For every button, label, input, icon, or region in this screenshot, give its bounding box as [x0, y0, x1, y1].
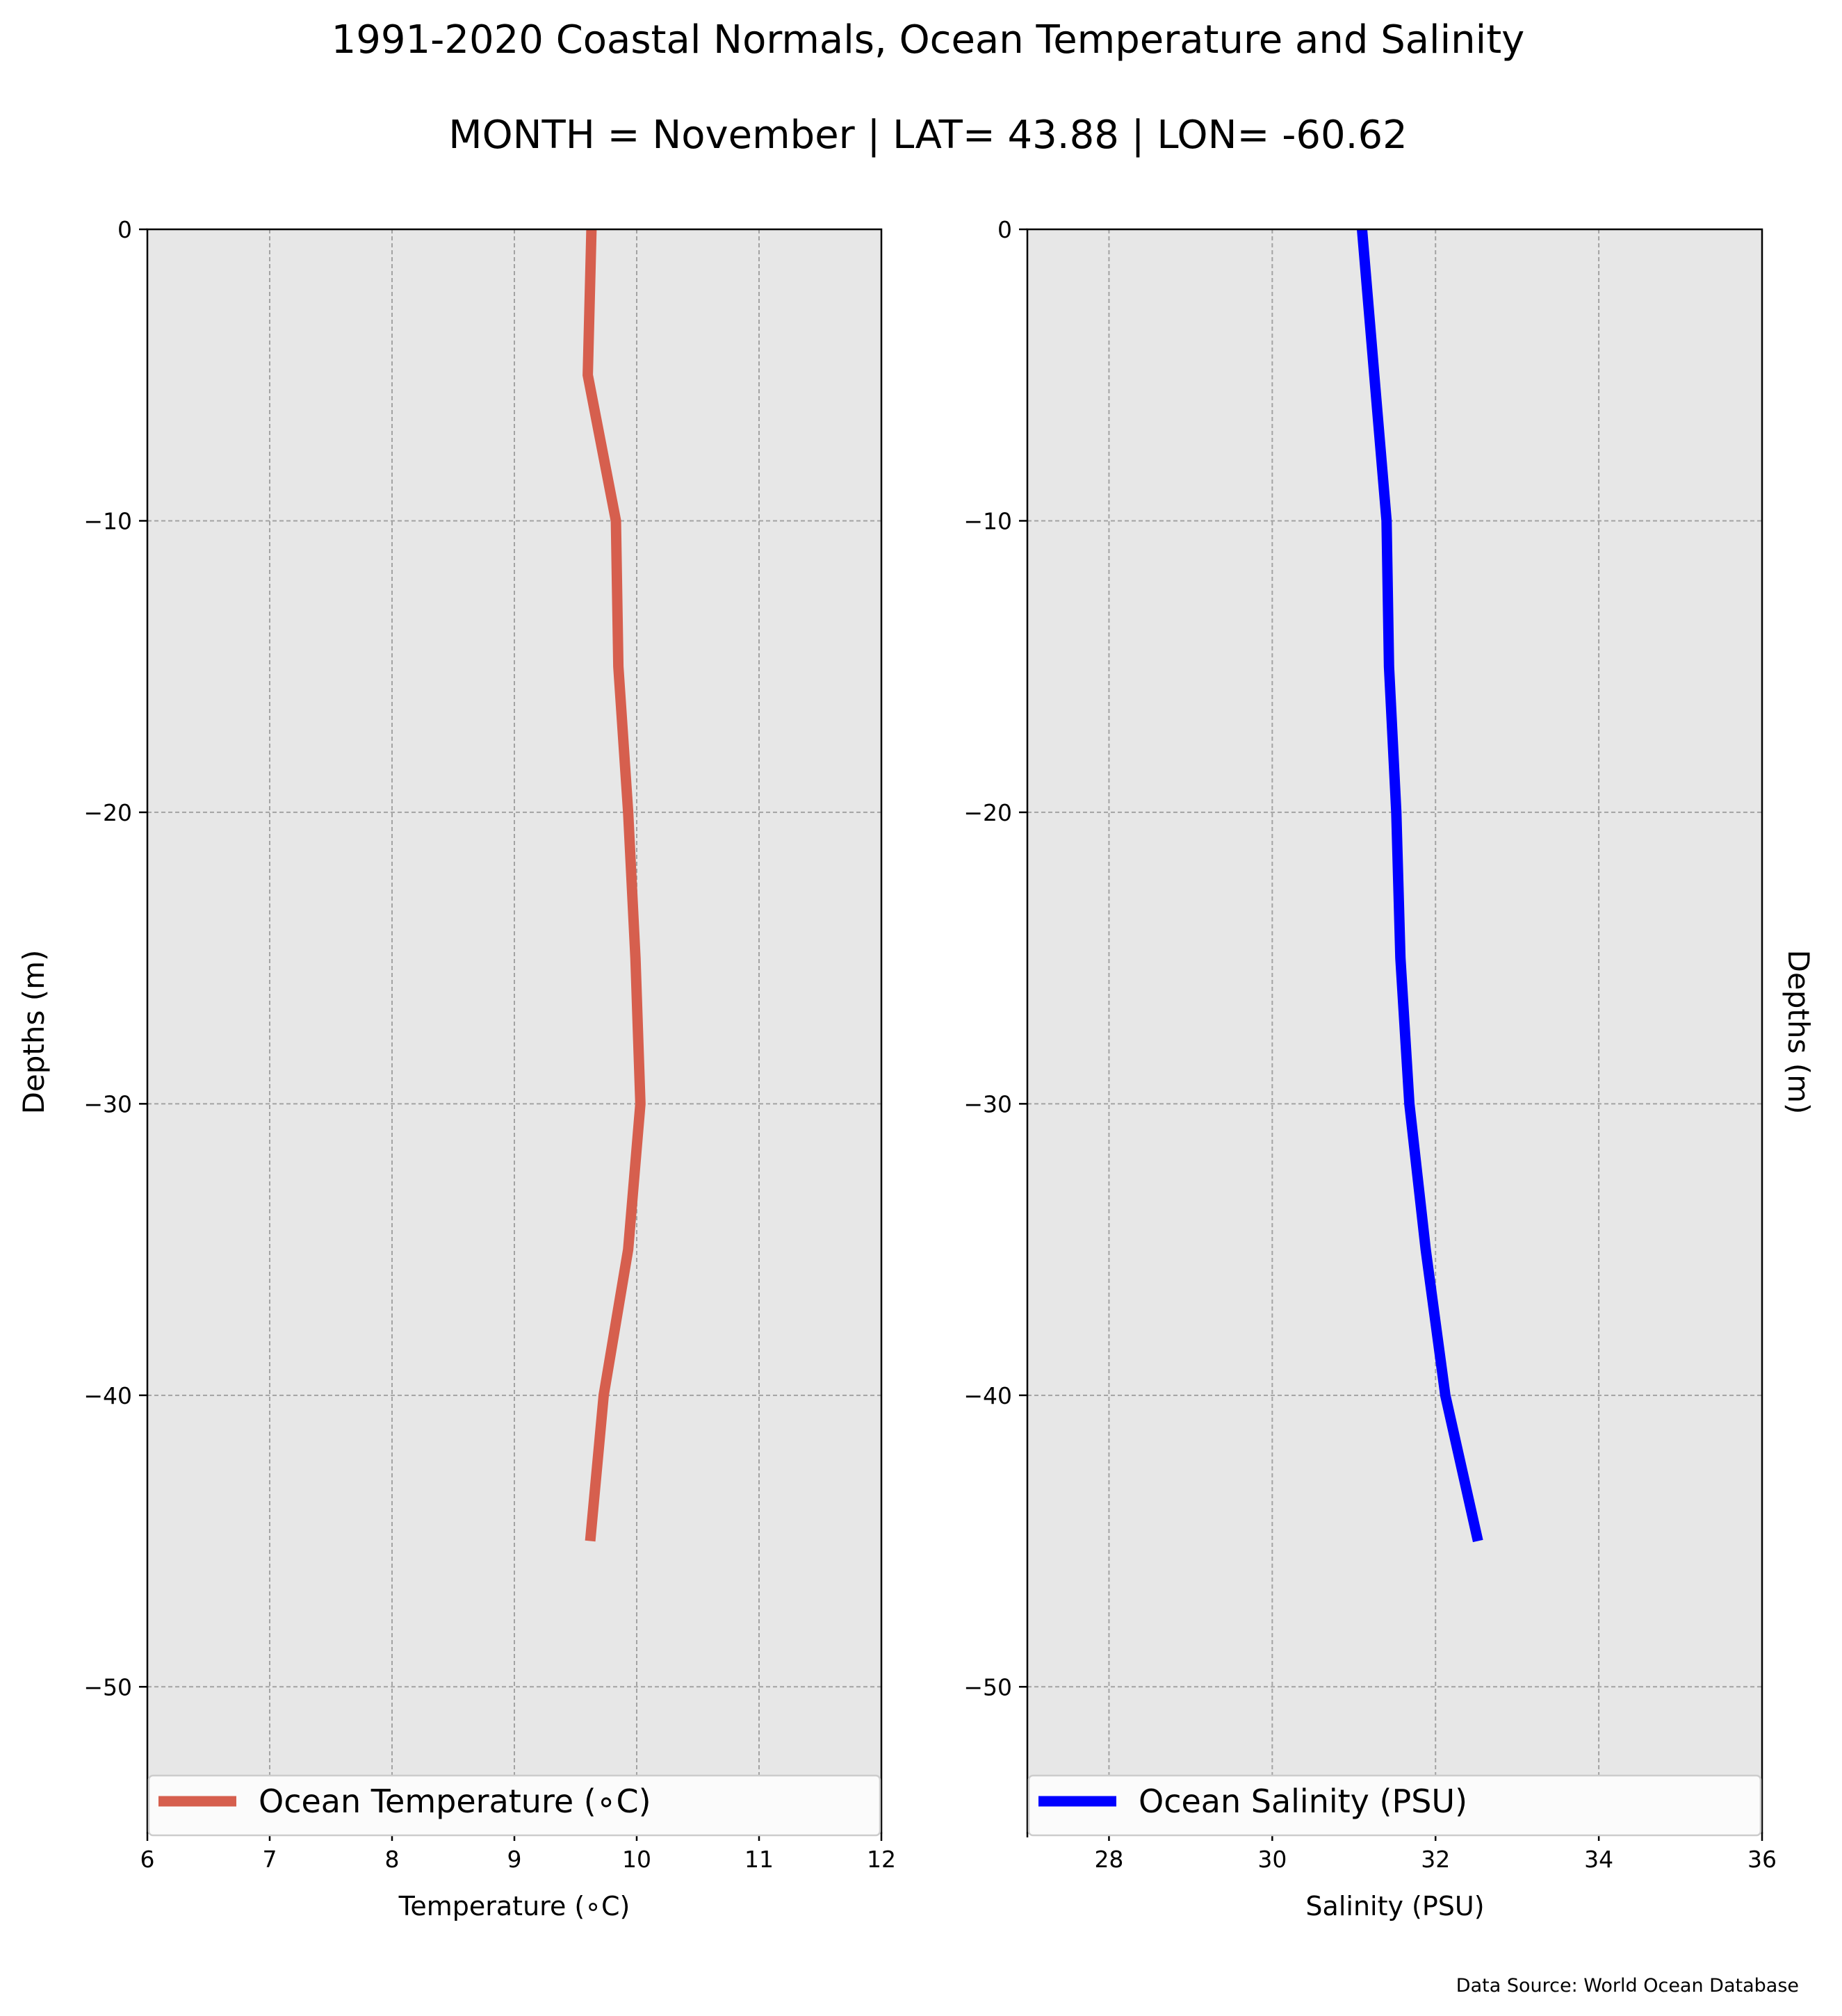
legend: Ocean Temperature (∘C) — [147, 1774, 881, 1837]
x-tick-label: 9 — [507, 1846, 522, 1873]
y-tick-label: −40 — [83, 1382, 132, 1409]
legend-box — [1027, 1774, 1762, 1837]
y-tick-label: −10 — [963, 507, 1012, 534]
x-tick-label: 12 — [867, 1846, 896, 1873]
salinity-panel: 28 30 32 34 36 0 −10 −20 −30 −40 −50 Ocean Salinity… — [963, 216, 1777, 1873]
y-tick-label: −20 — [963, 799, 1012, 826]
y-tick-label: −50 — [83, 1673, 132, 1701]
x-tick-label: 8 — [385, 1846, 400, 1873]
y-tick-label: −10 — [83, 507, 132, 534]
y-tick-label: −50 — [963, 1673, 1012, 1701]
legend-label: Ocean Temperature (∘C) — [259, 1783, 651, 1820]
x-tick-label: 7 — [263, 1846, 277, 1873]
legend-label: Ocean Salinity (PSU) — [1139, 1783, 1467, 1820]
left-x-axis-label: Temperature (∘C) — [398, 1891, 630, 1921]
y-tick-label: −30 — [963, 1090, 1012, 1117]
chart-subtitle: MONTH = November | LAT= 43.88 | LON= -60… — [448, 113, 1408, 158]
x-tick-label: 28 — [1094, 1846, 1123, 1873]
legend-box — [147, 1774, 881, 1837]
x-tick-label: 6 — [140, 1846, 155, 1873]
x-tick-label: 36 — [1747, 1846, 1777, 1873]
plot-background — [1027, 229, 1762, 1833]
temperature-panel: 6 7 8 9 10 11 12 0 −10 −20 −30 −40 −50 Ocean Temperat… — [83, 216, 896, 1873]
series-line — [1357, 229, 1483, 1543]
y-tick-label: 0 — [117, 216, 132, 243]
x-tick-label: 34 — [1584, 1846, 1613, 1873]
x-tick-label: 32 — [1421, 1846, 1450, 1873]
right-y-axis-label: Depths (m) — [1782, 950, 1816, 1115]
x-tick-label: 10 — [622, 1846, 651, 1873]
y-tick-label: 0 — [997, 216, 1012, 243]
legend: Ocean Salinity (PSU) — [1027, 1774, 1762, 1837]
left-y-axis-label: Depths (m) — [17, 950, 51, 1115]
x-tick-label: 30 — [1257, 1846, 1287, 1873]
series-line — [582, 229, 646, 1542]
y-tick-label: −40 — [963, 1382, 1012, 1409]
y-tick-label: −20 — [83, 799, 132, 826]
y-tick-label: −30 — [83, 1090, 132, 1117]
x-tick-label: 11 — [744, 1846, 774, 1873]
chart-title: 1991-2020 Coastal Normals, Ocean Tempera… — [332, 17, 1525, 63]
right-x-axis-label: Salinity (PSU) — [1305, 1891, 1484, 1921]
data-source-note: Data Source: World Ocean Database — [1456, 1975, 1799, 1997]
